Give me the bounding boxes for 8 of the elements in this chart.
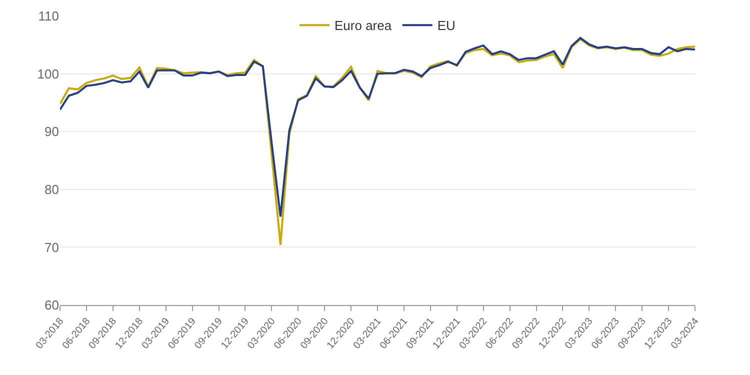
y-tick-label: 70 — [44, 240, 59, 255]
y-tick-label: 90 — [44, 124, 59, 140]
y-tick-label: 100 — [37, 66, 59, 82]
y-tick-label: 80 — [44, 182, 59, 197]
legend-label: Euro area — [334, 18, 392, 34]
y-tick-label: 110 — [38, 8, 59, 24]
legend-label: EU — [437, 18, 456, 34]
y-tick-label: 60 — [44, 298, 59, 313]
